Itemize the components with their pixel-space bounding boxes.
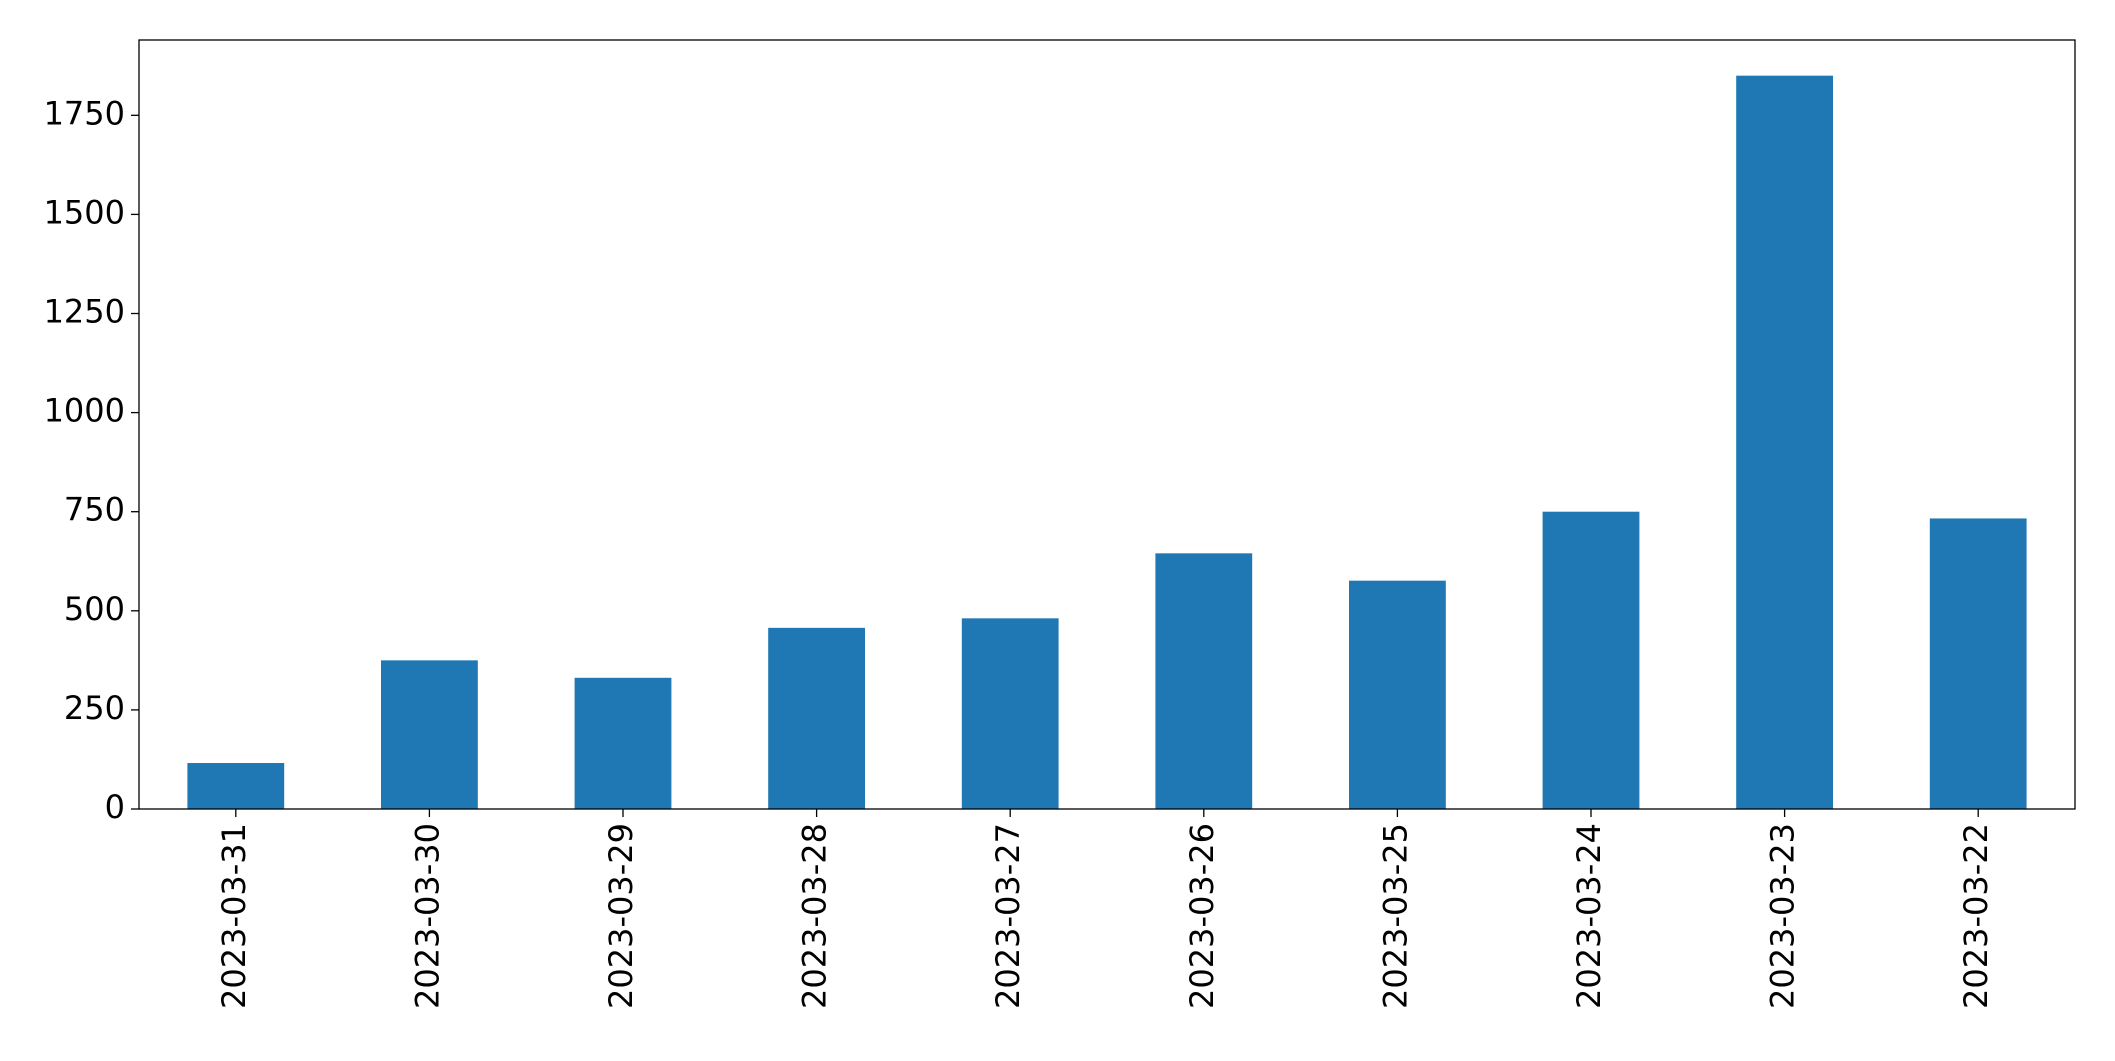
y-tick-label: 1750 xyxy=(44,94,125,132)
y-tick-label: 250 xyxy=(64,689,125,727)
bar xyxy=(574,677,672,809)
bar xyxy=(1542,511,1640,809)
y-tick-label: 1000 xyxy=(44,392,125,430)
x-tick-label: 2023-03-25 xyxy=(1376,823,1414,1009)
bar xyxy=(187,763,285,809)
x-tick-label: 2023-03-28 xyxy=(796,823,834,1009)
bar xyxy=(961,618,1059,809)
bar xyxy=(1349,580,1446,809)
y-tick-label: 1250 xyxy=(44,293,125,331)
x-tick-label: 2023-03-22 xyxy=(1957,823,1995,1009)
y-tick-label: 500 xyxy=(64,590,125,628)
y-tick-label: 750 xyxy=(64,491,125,529)
bar xyxy=(768,627,865,809)
y-tick-label: 1500 xyxy=(44,193,125,231)
x-tick-label: 2023-03-31 xyxy=(215,823,253,1009)
x-tick-label: 2023-03-27 xyxy=(989,823,1027,1009)
bar xyxy=(381,660,478,809)
x-tick-label: 2023-03-30 xyxy=(408,823,446,1009)
bar xyxy=(1929,518,2027,809)
bar xyxy=(1155,553,1253,809)
x-tick-label: 2023-03-24 xyxy=(1570,823,1608,1009)
bar xyxy=(1736,75,1833,810)
x-tick-label: 2023-03-23 xyxy=(1764,823,1802,1009)
x-tick-label: 2023-03-26 xyxy=(1183,823,1221,1009)
x-tick-label: 2023-03-29 xyxy=(602,823,640,1009)
y-tick-label: 0 xyxy=(105,788,125,826)
plot-frame xyxy=(138,39,2076,810)
